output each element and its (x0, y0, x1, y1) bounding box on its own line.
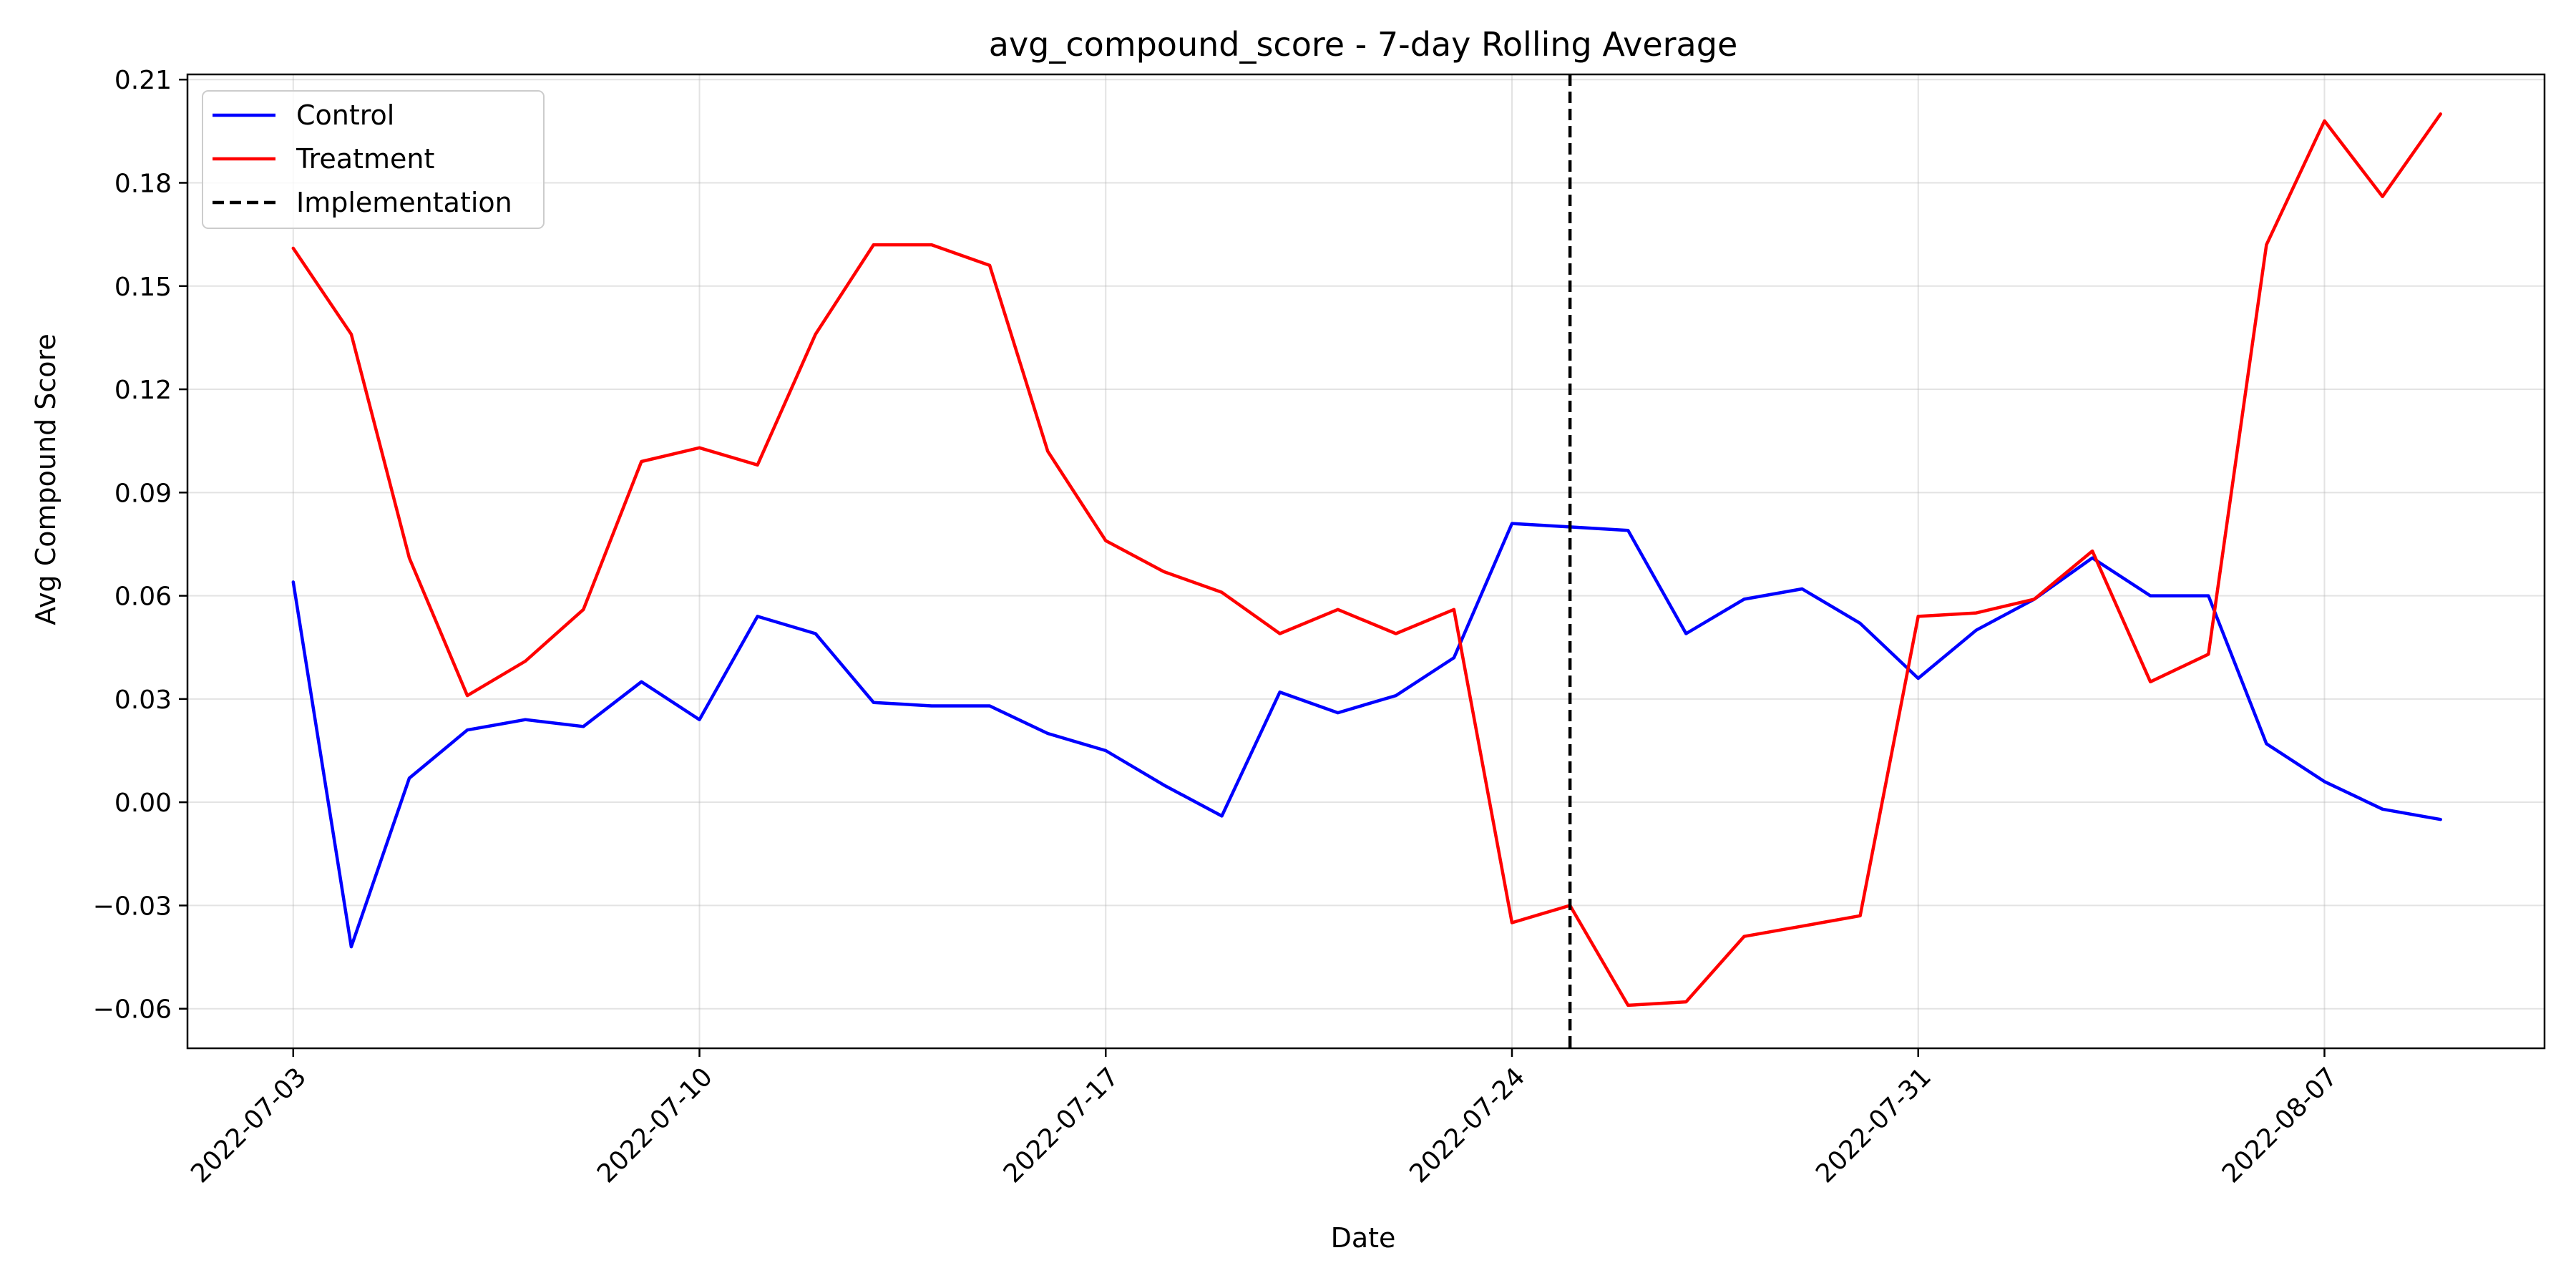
legend-label-treatment: Treatment (296, 143, 434, 175)
y-axis-ticks: −0.06 −0.03 0.00 0.03 0.06 0.09 0.12 0.15 0.18 0.… (93, 66, 187, 1025)
y-axis-title: Avg Compound Score (30, 333, 62, 625)
y-tick-label: 0.12 (114, 376, 172, 405)
grid (187, 74, 2545, 1048)
plot-frame (186, 73, 2546, 1050)
y-tick-label: 0.18 (114, 169, 172, 198)
series-line-control (291, 522, 2442, 949)
y-tick-label: 0.06 (114, 582, 172, 612)
series-line-treatment (291, 112, 2442, 1008)
chart-title: avg_compound_score - 7-day Rolling Avera… (989, 25, 1738, 64)
y-tick-label: 0.15 (114, 273, 172, 302)
legend-label-control: Control (296, 99, 394, 131)
y-tick-label: −0.06 (93, 995, 172, 1025)
legend-label-implementation: Implementation (296, 187, 512, 218)
y-tick-label: 0.09 (114, 479, 172, 508)
y-tick-label: 0.21 (114, 66, 172, 95)
x-axis-title: Date (1331, 1222, 1396, 1254)
y-tick-label: −0.03 (93, 892, 172, 921)
legend-box (202, 90, 545, 229)
y-tick-label: 0.00 (114, 789, 172, 818)
series-layer (291, 112, 2442, 1008)
legend: Control Treatment Implementation (202, 90, 545, 229)
y-tick-label: 0.03 (114, 686, 172, 715)
